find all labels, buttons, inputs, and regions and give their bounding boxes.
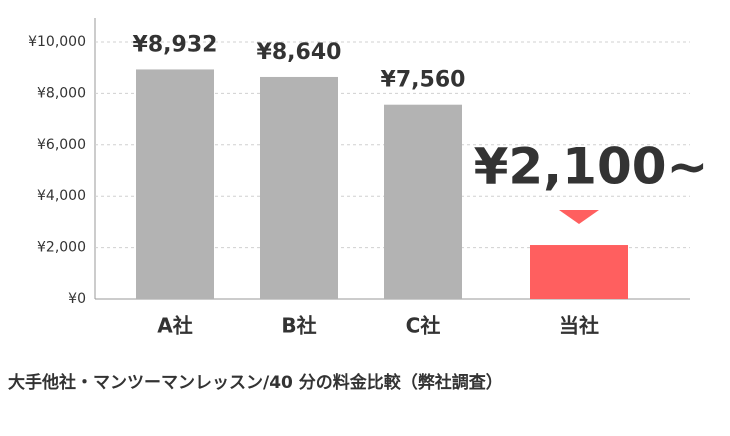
- x-tick-label: 当社: [559, 314, 599, 338]
- bar: [136, 69, 214, 299]
- x-tick-label: C社: [406, 314, 441, 338]
- bar: [260, 76, 338, 300]
- bar: [384, 104, 462, 299]
- y-tick-label: ¥0: [68, 291, 86, 307]
- y-tick-label: ¥10,000: [28, 34, 86, 50]
- y-tick-label: ¥4,000: [37, 188, 86, 204]
- y-tick-label: ¥8,000: [37, 85, 86, 101]
- value-label: ¥8,640: [257, 40, 342, 65]
- bar: [530, 245, 628, 299]
- value-label: ¥8,932: [133, 32, 218, 57]
- x-tick-label: B社: [281, 314, 316, 338]
- y-tick-label: ¥6,000: [37, 137, 86, 153]
- x-tick-label: A社: [157, 314, 192, 338]
- y-tick-label: ¥2,000: [37, 240, 86, 256]
- arrow: [559, 210, 599, 224]
- caption: 大手他社・マンツーマンレッスン/40 分の料金比較（弊社調査）: [8, 372, 503, 393]
- value-label: ¥7,560: [381, 68, 466, 93]
- value-label: ¥2,100~: [474, 138, 709, 196]
